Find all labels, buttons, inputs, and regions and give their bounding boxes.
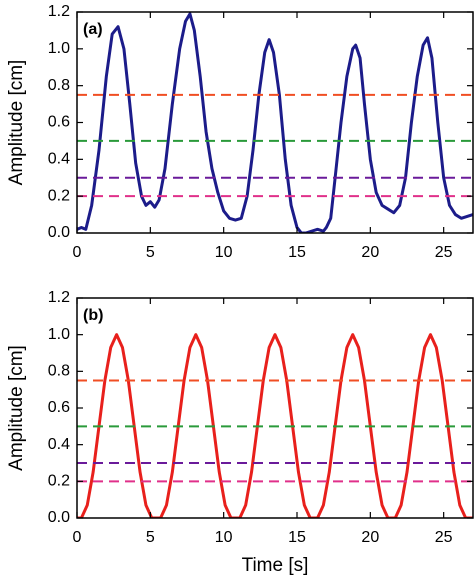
frame	[76, 297, 474, 519]
x-tick-label: 15	[288, 244, 306, 261]
y-tick-label: 0.8	[48, 77, 70, 94]
x-tick-label: 25	[435, 529, 453, 546]
x-tick-label: 20	[361, 529, 379, 546]
data-line	[77, 333, 473, 518]
y-tick-label: 1.0	[48, 326, 70, 343]
x-tick-label: 5	[146, 244, 155, 261]
y-tick-label: 1.2	[48, 289, 70, 306]
y-tick-label: 0.4	[48, 436, 70, 453]
x-tick-label: 5	[146, 529, 155, 546]
x-tick-label: 0	[73, 529, 82, 546]
y-tick-label: 0.2	[48, 473, 70, 490]
y-tick-label: 0.2	[48, 187, 70, 204]
x-tick-label: 0	[73, 244, 82, 261]
y-axis-title: Amplitude [cm]	[6, 60, 27, 186]
x-tick-label: 10	[215, 529, 233, 546]
y-tick-label: 0.8	[48, 363, 70, 380]
frame	[76, 11, 474, 234]
y-tick-label: 1.2	[48, 3, 70, 20]
x-tick-label: 10	[215, 244, 233, 261]
x-tick-label: 15	[288, 529, 306, 546]
y-tick-label: 0.6	[48, 114, 70, 131]
y-axis-title: Amplitude [cm]	[6, 345, 27, 471]
y-tick-label: 0.0	[48, 224, 70, 241]
x-tick-label: 25	[435, 244, 453, 261]
panel-label: (a)	[83, 21, 103, 38]
data-line	[77, 12, 473, 233]
x-axis-title: Time [s]	[242, 555, 309, 576]
y-tick-label: 1.0	[48, 40, 70, 57]
panel-label: (b)	[83, 307, 103, 324]
y-tick-label: 0.4	[48, 151, 70, 168]
y-tick-label: 0.0	[48, 509, 70, 526]
y-tick-label: 0.6	[48, 399, 70, 416]
x-tick-label: 20	[361, 244, 379, 261]
